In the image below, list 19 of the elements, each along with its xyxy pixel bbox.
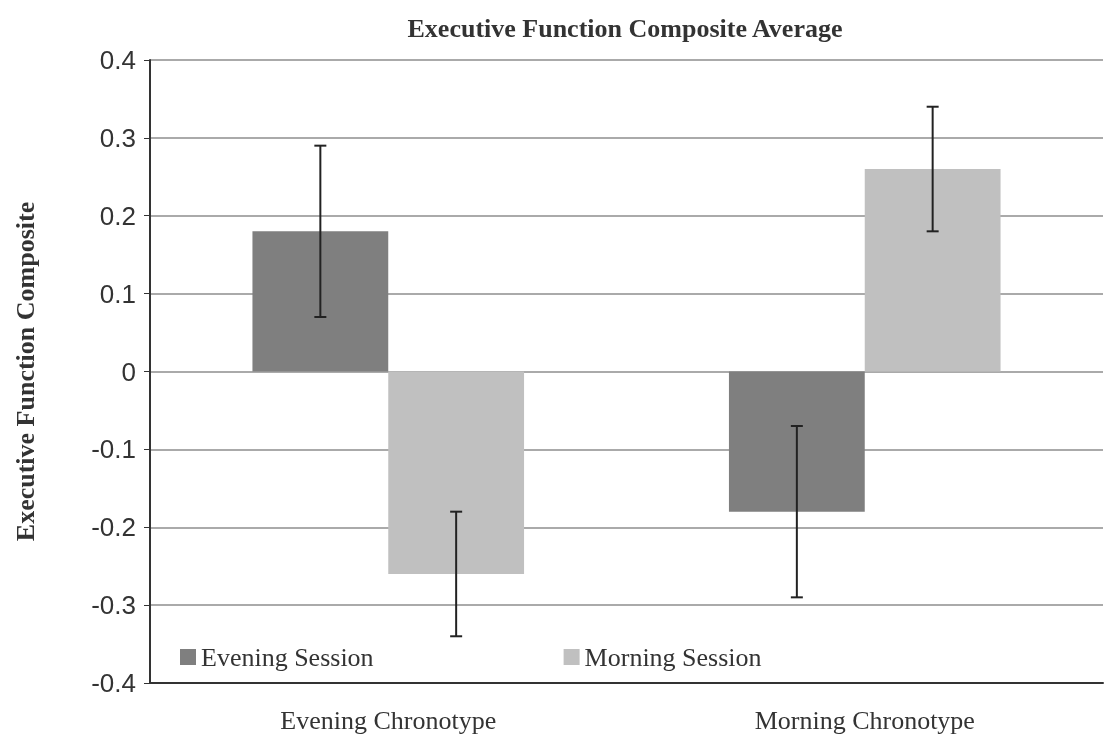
x-tick-label: Evening Chronotype [280,705,497,735]
y-tick-label: 0.1 [99,278,136,309]
bar [252,231,389,372]
y-tick-label: 0.3 [99,122,136,153]
y-tick-label: -0.1 [91,434,136,465]
y-tick-label: 0.2 [99,200,136,231]
bar [728,371,865,512]
y-tick-label: -0.4 [91,668,136,698]
y-tick-label: -0.3 [91,590,136,621]
legend-label: Morning Session [584,642,762,672]
bar [864,169,1001,372]
legend-label: Evening Session [201,642,374,672]
x-tick-label: Morning Chronotype [754,705,975,735]
y-tick-label: 0.4 [99,45,136,75]
y-axis-title: Executive Function Composite [10,201,40,542]
y-tick-label: -0.2 [91,512,136,543]
y-tick-label: 0 [121,356,136,387]
chart-title: Executive Function Composite Average [407,13,843,43]
bar [388,371,525,574]
